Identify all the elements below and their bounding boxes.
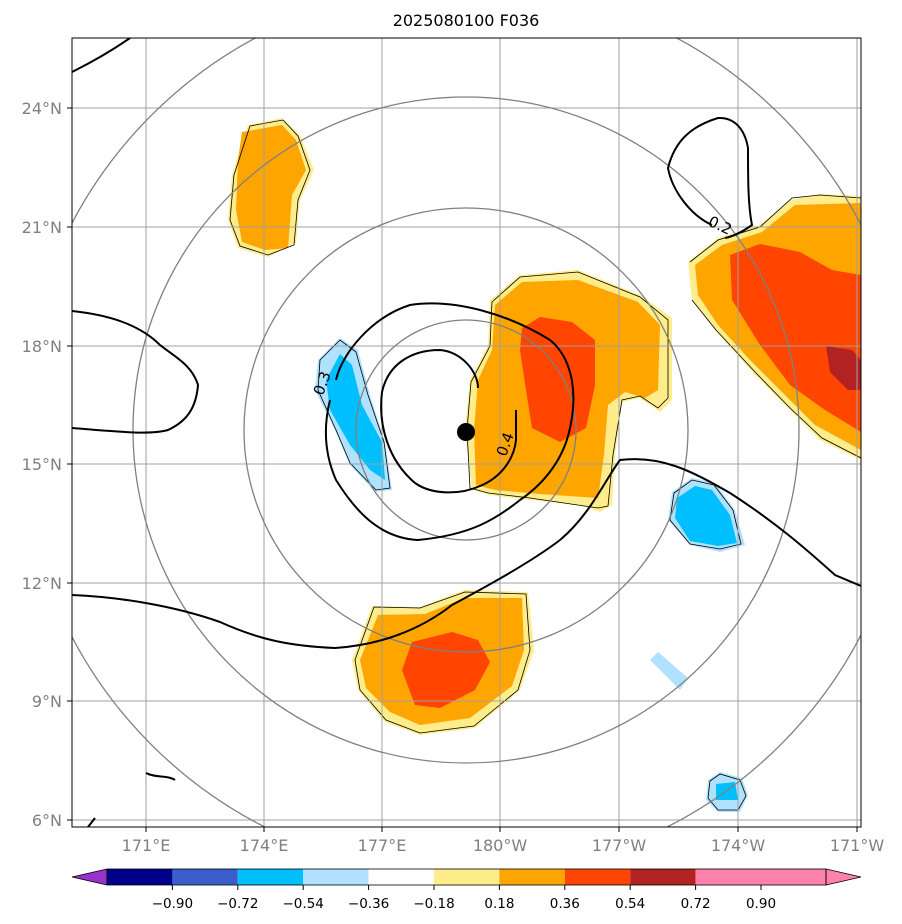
colorbar-label: 0.72 — [681, 896, 711, 912]
colorbar-segment — [368, 869, 434, 885]
x-tick-label: 174°E — [240, 836, 289, 855]
x-axis-labels: 171°E 174°E 177°E 180°W 177°W 174°W 171°… — [122, 836, 885, 855]
y-tick-label: 12°N — [22, 574, 62, 593]
y-tick-label: 18°N — [22, 337, 62, 356]
x-tick-label: 174°W — [711, 836, 766, 855]
colorbar-extend-min — [71, 868, 108, 886]
colorbar-segment — [630, 869, 696, 885]
y-tick-label: 9°N — [32, 692, 62, 711]
map-title: 2025080100 F036 — [393, 11, 540, 30]
colorbar-segment — [695, 869, 761, 885]
y-axis-labels: 24°N 21°N 18°N 15°N 12°N 9°N 6°N — [22, 99, 62, 830]
tick-marks — [67, 107, 858, 832]
colorbar-label: 0.54 — [615, 896, 645, 912]
colorbar-label: −0.36 — [348, 896, 389, 912]
colorbar-segment — [564, 869, 631, 885]
y-tick-label: 24°N — [22, 99, 62, 118]
colorbar-label: 0.36 — [550, 896, 580, 912]
y-tick-label: 15°N — [22, 455, 62, 474]
x-tick-label: 180°W — [473, 836, 528, 855]
colorbar-label: −0.72 — [217, 896, 258, 912]
colorbar-label: 0.18 — [484, 896, 514, 912]
colorbar-segment — [434, 869, 500, 885]
colorbar: −0.90 −0.72 −0.54 −0.36 −0.18 0.18 0.36 … — [71, 868, 862, 912]
storm-center-marker — [457, 423, 475, 441]
x-tick-label: 171°W — [830, 836, 885, 855]
colorbar-segment — [761, 869, 826, 885]
lat-lon-grid — [72, 38, 861, 827]
y-tick-label: 6°N — [32, 811, 62, 830]
map-area: 0.3 0.4 0.2 — [72, 38, 861, 827]
y-tick-label: 21°N — [22, 218, 62, 237]
colorbar-segment — [172, 869, 238, 885]
colorbar-extend-max — [825, 868, 862, 886]
colorbar-label: −0.90 — [152, 896, 193, 912]
colorbar-segment — [107, 869, 173, 885]
x-tick-label: 177°E — [358, 836, 407, 855]
contour-lines — [72, 38, 861, 827]
colorbar-segment — [303, 869, 369, 885]
colorbar-label: 0.90 — [746, 896, 776, 912]
map-frame — [71, 37, 862, 828]
colorbar-labels: −0.90 −0.72 −0.54 −0.36 −0.18 0.18 0.36 … — [152, 896, 776, 912]
colorbar-segment — [237, 869, 304, 885]
colorbar-segment — [499, 869, 565, 885]
colorbar-label: −0.18 — [413, 896, 454, 912]
range-rings — [72, 38, 861, 827]
x-tick-label: 171°E — [122, 836, 171, 855]
colorbar-label: −0.54 — [283, 896, 324, 912]
x-tick-label: 177°W — [592, 836, 647, 855]
